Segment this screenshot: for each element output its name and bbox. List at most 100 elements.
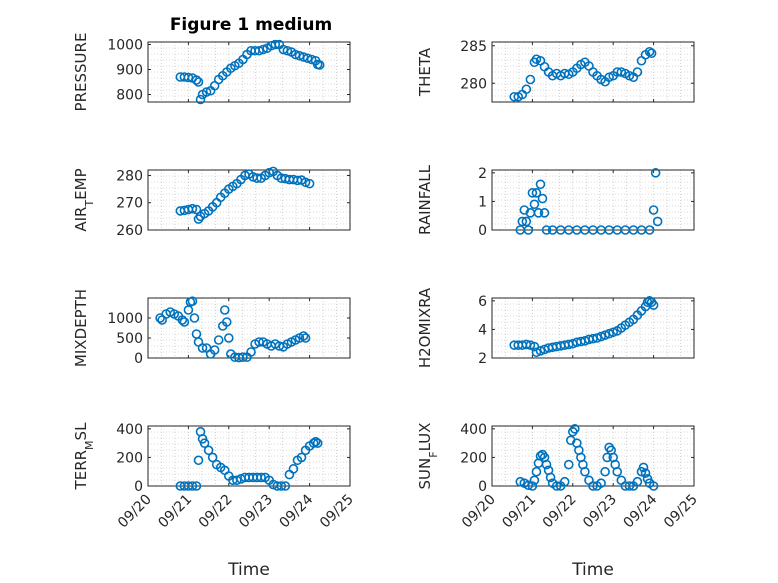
data-point	[640, 468, 651, 478]
y-tick-label: 200	[116, 450, 143, 466]
x-tick-label: 09/24	[277, 491, 317, 531]
data-point	[197, 343, 208, 353]
data-point	[541, 459, 552, 470]
data-point	[559, 476, 570, 487]
y-tick-label: 0	[478, 479, 487, 495]
data-point	[306, 54, 317, 65]
x-tick-label: 09/20	[115, 492, 155, 532]
data-point	[644, 46, 655, 57]
data-point	[191, 481, 202, 491]
data-point	[648, 300, 659, 310]
y-tick-label: 280	[116, 168, 143, 184]
x-tick-label: 09/22	[196, 492, 236, 532]
data-point	[537, 193, 548, 204]
subplot-theta: 280 285 THETA	[416, 39, 695, 103]
data-point	[238, 352, 248, 363]
data-point	[580, 466, 590, 477]
data-point	[252, 173, 262, 183]
y-tick-label: 400	[460, 422, 487, 438]
data-point	[276, 481, 287, 491]
data-point	[517, 216, 528, 227]
data-point	[284, 469, 295, 480]
x-tick-label: 09/23	[580, 492, 620, 532]
y-tick-label: 900	[116, 63, 143, 79]
data-point	[551, 481, 562, 491]
data-point	[296, 452, 307, 463]
data-point	[638, 462, 649, 473]
data-point	[535, 179, 546, 190]
y-axis-label: PRESSURE	[72, 33, 90, 112]
data-point	[527, 481, 538, 491]
data-point	[312, 438, 323, 448]
data-point	[280, 481, 291, 491]
subplot-sun-flux: 09/20 09/21 09/22 09/23 09/24 09/25 0 200 400 SUN…	[416, 422, 701, 580]
axes-box	[147, 41, 351, 103]
axes-box	[491, 41, 695, 103]
data-point	[213, 335, 224, 345]
axes-box	[147, 425, 351, 487]
y-tick-label: 1000	[107, 311, 143, 327]
data-point	[652, 216, 663, 227]
x-tick-label: 09/23	[236, 492, 276, 532]
data-point	[644, 225, 655, 235]
data-point	[646, 48, 657, 59]
data-point	[195, 94, 206, 105]
data-point	[648, 481, 659, 491]
y-tick-label: 0	[134, 351, 143, 367]
data-point	[179, 317, 190, 327]
data-point	[298, 331, 309, 341]
data-point	[596, 478, 606, 488]
data-point	[308, 438, 319, 448]
y-tick-label: 285	[460, 39, 487, 55]
x-tick-label: 09/22	[540, 492, 580, 532]
data-point	[521, 84, 532, 95]
data-point	[523, 480, 534, 491]
y-tick-label: 200	[460, 450, 487, 466]
data-point	[258, 44, 268, 55]
data-point	[523, 225, 534, 235]
data-point	[209, 345, 220, 355]
data-point	[191, 75, 202, 85]
data-point	[602, 452, 612, 463]
subplot-rainfall: 0 1 2 RAINFALL	[416, 164, 695, 239]
data-point	[282, 45, 293, 56]
y-tick-label: 0	[134, 479, 143, 495]
y-tick-label: 1	[478, 194, 487, 210]
data-point	[270, 39, 281, 50]
y-axis-label: AIRTEMP	[72, 168, 96, 231]
subplot-h2omixra: 2 4 6 H2OMIXRA	[416, 287, 695, 368]
data-point	[570, 424, 580, 434]
data-point	[624, 481, 635, 491]
y-tick-label: 800	[116, 88, 143, 104]
x-tick-label: 09/21	[155, 492, 195, 532]
data-point	[189, 313, 200, 323]
data-point	[563, 459, 574, 470]
y-tick-label: 500	[116, 331, 143, 347]
subplot-air-temp: 260 270 280 AIRTEMP	[72, 166, 351, 239]
data-point	[187, 481, 198, 491]
data-point	[527, 188, 538, 198]
y-axis-label: RAINFALL	[416, 164, 434, 235]
data-point	[533, 208, 544, 218]
subplot-terr-msl: 09/20 09/21 09/22 09/23 09/24 09/25 0 200 400 TER…	[72, 422, 357, 580]
axes-box	[491, 297, 695, 359]
x-tick-label: 09/21	[499, 492, 539, 532]
data-point	[187, 203, 198, 214]
data-point	[648, 205, 659, 215]
data-point	[304, 178, 315, 189]
y-tick-label: 1000	[107, 38, 143, 54]
data-point	[521, 216, 532, 227]
data-point	[300, 333, 311, 343]
y-tick-label: 2	[478, 166, 487, 182]
data-point	[264, 167, 275, 178]
y-tick-label: 400	[116, 422, 143, 438]
data-point	[207, 452, 218, 463]
data-point	[221, 317, 232, 327]
data-point	[310, 436, 321, 447]
y-axis-label: TERRMSL	[72, 422, 96, 491]
y-axis-label: THETA	[416, 47, 434, 97]
data-point	[612, 466, 623, 477]
data-point	[588, 481, 598, 491]
data-point	[600, 466, 610, 477]
y-axis-label: H2OMIXRA	[416, 287, 434, 368]
